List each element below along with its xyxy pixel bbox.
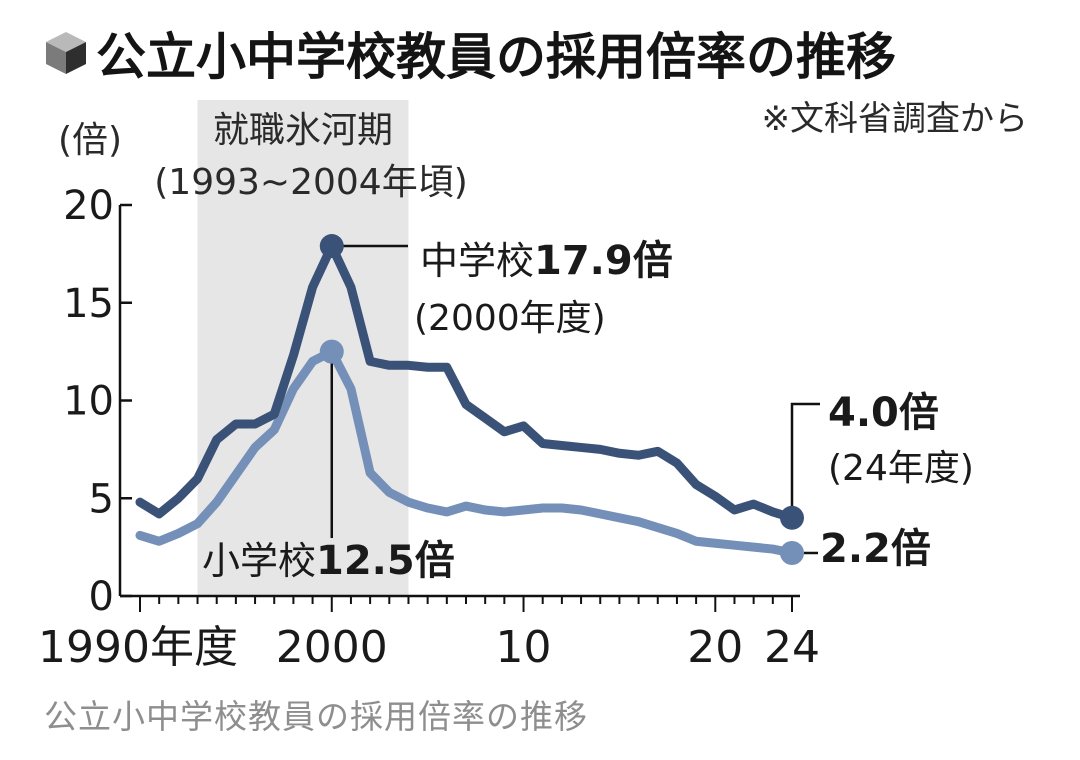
jhs-peak-annotation: 中学校17.9倍 <box>420 238 673 284</box>
axes: 0 5 10 15 20 1990年度 2000 10 20 24 <box>38 183 820 673</box>
x-tick-label: 24 <box>764 622 820 673</box>
y-tick-label: 5 <box>89 476 114 522</box>
x-tick-label: 10 <box>496 622 552 673</box>
series-lines <box>135 241 797 558</box>
y-axis-label: (倍) <box>58 120 122 161</box>
chart: 公立小中学校教員の採用倍率の推移 ※文科省調査から 就職氷河期 (1993~20… <box>38 28 1029 673</box>
series-markers <box>319 234 804 565</box>
chart-title: 公立小中学校教員の採用倍率の推移 <box>96 28 896 86</box>
x-tick-label: 2000 <box>276 622 388 673</box>
es-peak-value: 12.5倍 <box>316 538 455 584</box>
y-tick-label: 10 <box>63 379 114 425</box>
es-peak-name: 小学校 <box>202 539 316 583</box>
shaded-region-label: 就職氷河期 <box>213 110 393 151</box>
employment-ice-age-band <box>197 100 409 596</box>
jhs-peak-name: 中学校 <box>420 239 534 283</box>
y-tick-label: 0 <box>89 574 114 620</box>
y-tick-label: 15 <box>63 281 114 327</box>
series-line-中学校 <box>135 241 797 523</box>
data-point-marker <box>780 540 804 565</box>
data-point-marker <box>319 339 344 364</box>
es-peak-annotation: 小学校12.5倍 <box>202 538 455 584</box>
annotation-leaders <box>330 244 820 555</box>
jhs-peak-value: 17.9倍 <box>534 238 673 284</box>
series-line-小学校 <box>135 347 797 558</box>
jhs-peak-year: (2000年度) <box>414 298 606 339</box>
es-end-value: 2.2倍 <box>820 526 931 572</box>
jhs-end-year: (24年度) <box>828 448 974 489</box>
chart-svg: 公立小中学校教員の採用倍率の推移 ※文科省調査から 就職氷河期 (1993~20… <box>38 28 1029 673</box>
title-icon <box>46 32 86 74</box>
source-note: ※文科省調査から <box>762 99 1029 139</box>
x-tick-label: 20 <box>687 622 743 673</box>
jhs-end-leader <box>790 402 820 518</box>
y-tick-label: 20 <box>63 183 114 229</box>
shaded-region-sublabel: (1993~2004年頃) <box>154 162 468 203</box>
data-point-marker <box>780 505 804 530</box>
x-tick-label: 1990年度 <box>38 622 238 673</box>
data-point-marker <box>319 234 344 259</box>
jhs-end-value: 4.0倍 <box>828 390 939 436</box>
figure-caption: 公立小中学校教員の採用倍率の推移 <box>44 697 588 736</box>
